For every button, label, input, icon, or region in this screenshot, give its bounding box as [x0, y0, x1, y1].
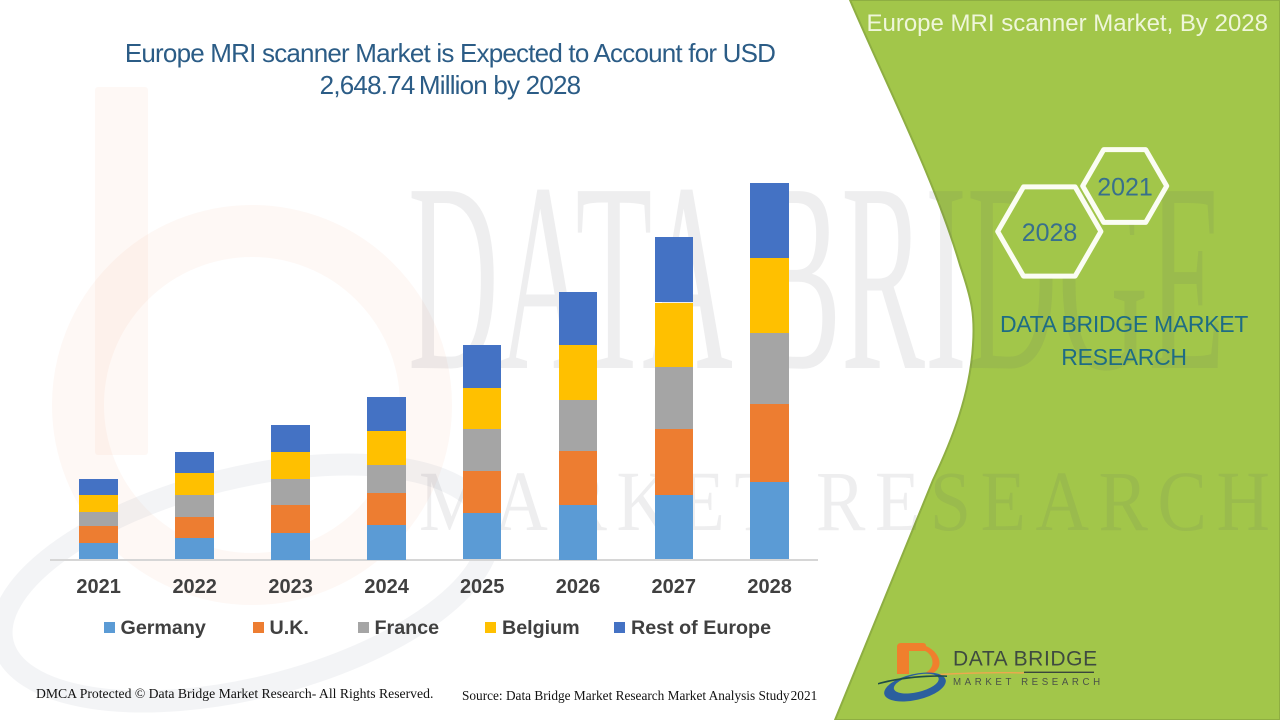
svg-text:2028: 2028 [1022, 219, 1078, 247]
svg-text:MARKET RESEARCH: MARKET RESEARCH [419, 455, 1270, 549]
svg-text:2021: 2021 [1097, 174, 1153, 202]
svg-text:DATA BRIDGE: DATA BRIDGE [953, 648, 1098, 671]
svg-text:MARKET RESEARCH: MARKET RESEARCH [953, 677, 1104, 688]
